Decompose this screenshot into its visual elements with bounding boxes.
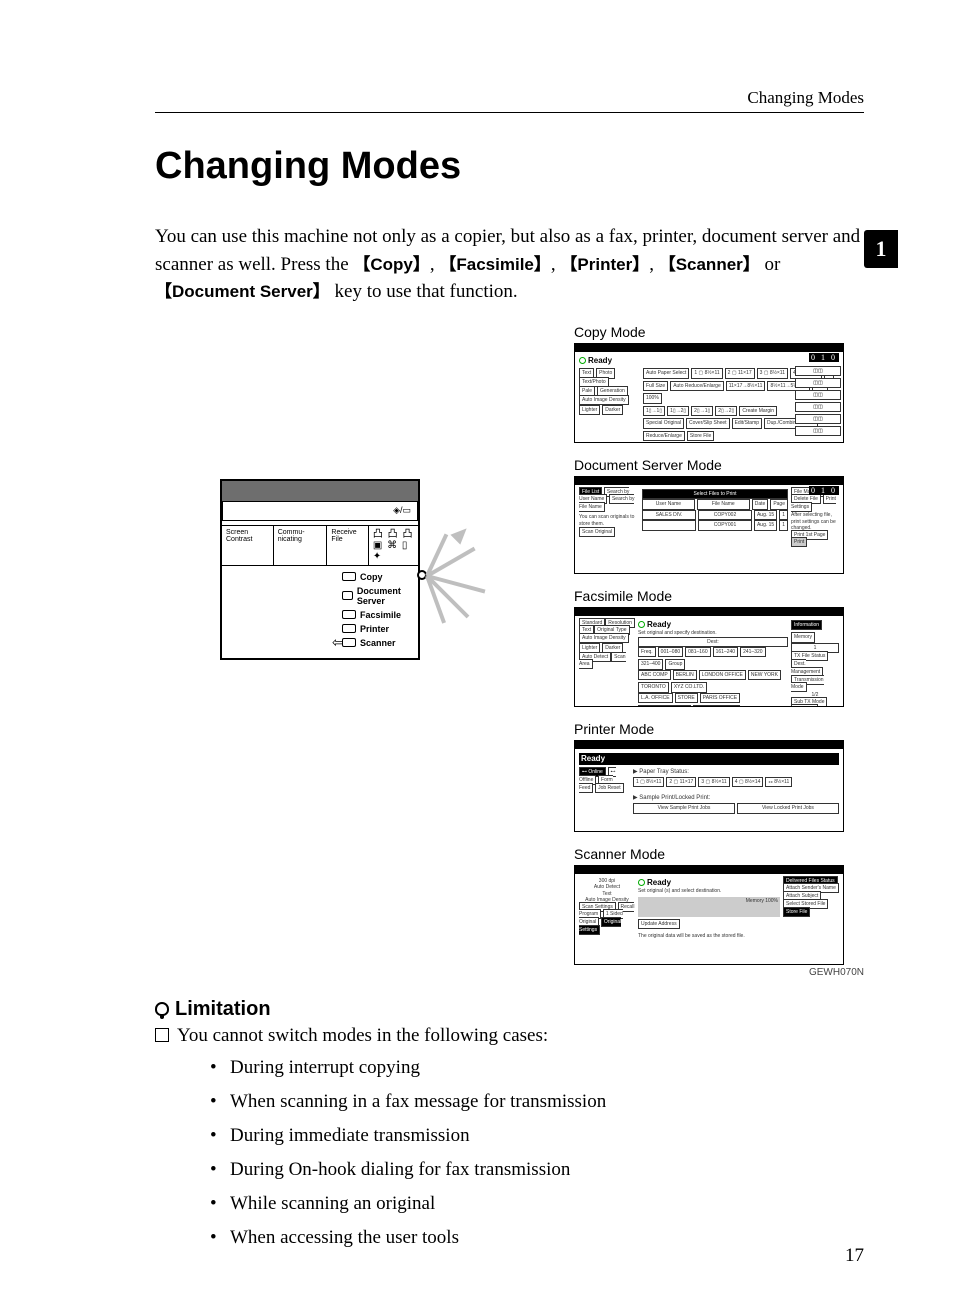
scanner-ready-label: Ready — [638, 878, 780, 888]
limitation-case-list: During interrupt copying When scanning i… — [210, 1057, 864, 1249]
checkbox-icon — [155, 1028, 169, 1042]
chapter-tab: 1 — [864, 230, 898, 268]
fax-ready-label: Ready — [638, 620, 788, 630]
scanner-mode-screenshot: 300 dpiAuto Detect TextAuto Image Densit… — [574, 865, 844, 965]
fax-mode-block: Facsimile Mode StandardResolution TextOr… — [574, 588, 864, 707]
copy-mode-block: Copy Mode 0 1 0 ◫◫◫◫ ◫◫◫◫ ◫◫◫◫ Ready Tex… — [574, 324, 864, 443]
limitation-case: During On-hook dialing for fax transmiss… — [210, 1159, 864, 1181]
fax-dest-field: Dest: — [638, 637, 788, 647]
key-printer: Printer — [560, 255, 649, 274]
panel-communicating-label: Commu- nicating — [274, 526, 328, 565]
header-rule — [155, 112, 864, 113]
modes-figure: ◈/▭ Screen Contrast Commu- nicating Rece… — [155, 324, 864, 984]
intro-text-or: or — [765, 254, 781, 275]
printer-tray-status-label: ▶ Paper Tray Status: — [633, 769, 839, 777]
page-number: 17 — [845, 1245, 864, 1267]
key-document-server: Document Server — [155, 282, 330, 301]
limitation-case: During immediate transmission — [210, 1125, 864, 1147]
printer-mode-block: Printer Mode Ready ⊷ Online ⊷ Offline Fo… — [574, 721, 864, 832]
copy-counter: 0 1 0 — [809, 353, 839, 362]
copy-mode-title: Copy Mode — [574, 324, 864, 340]
copy-mode-screenshot: 0 1 0 ◫◫◫◫ ◫◫◫◫ ◫◫◫◫ Ready TextPhoto Tex… — [574, 343, 844, 443]
scanner-mode-title: Scanner Mode — [574, 846, 864, 862]
panel-key-printer[interactable]: Printer — [342, 624, 412, 634]
panel-lcd-strip: ◈/▭ — [222, 501, 418, 521]
limitation-lead: You cannot switch modes in the following… — [155, 1025, 864, 1047]
printer-mode-screenshot: Ready ⊷ Online ⊷ Offline Form Feed Job R… — [574, 740, 844, 832]
fax-mode-title: Facsimile Mode — [574, 588, 864, 604]
limitation-case: When scanning in a fax message for trans… — [210, 1091, 864, 1113]
printer-ready-banner: Ready — [579, 753, 839, 765]
panel-top-strip — [222, 481, 418, 501]
docserv-mode-title: Document Server Mode — [574, 457, 864, 473]
panel-receive-file-label: Receive File — [327, 526, 369, 565]
bulb-icon — [155, 1002, 169, 1016]
panel-left-arrow-icon: ⇦ — [332, 635, 344, 652]
control-panel: ◈/▭ Screen Contrast Commu- nicating Rece… — [220, 479, 420, 660]
docserv-mode-block: Document Server Mode 0 1 0 File List Sea… — [574, 457, 864, 574]
key-scanner: Scanner — [659, 255, 760, 274]
scanner-mode-block: Scanner Mode 300 dpiAuto Detect TextAuto… — [574, 846, 864, 978]
panel-mid-row: Screen Contrast Commu- nicating Receive … — [222, 525, 418, 566]
limitation-heading: Limitation — [155, 998, 864, 1021]
panel-lcd-symbols: ◈/▭ — [393, 505, 411, 516]
mode-screens-column: Copy Mode 0 1 0 ◫◫◫◫ ◫◫◫◫ ◫◫◫◫ Ready Tex… — [574, 324, 864, 992]
copy-side-icons: ◫◫◫◫ ◫◫◫◫ ◫◫◫◫ — [795, 366, 841, 438]
docserv-counter: 0 1 0 — [809, 486, 839, 495]
running-header: Changing Modes — [747, 88, 864, 108]
copy-ready-label: Ready — [579, 356, 839, 366]
printer-mode-title: Printer Mode — [574, 721, 864, 737]
panel-key-scanner[interactable]: Scanner — [342, 638, 412, 648]
arrow-head-icon — [450, 523, 471, 544]
panel-function-keys: Copy Document Server Facsimile Printer S… — [222, 566, 418, 658]
limitation-case: While scanning an original — [210, 1193, 864, 1215]
fax-mode-screenshot: StandardResolution TextOriginal Type Aut… — [574, 607, 844, 707]
panel-key-facsimile[interactable]: Facsimile — [342, 610, 412, 620]
panel-screen-contrast-label: Screen Contrast — [222, 526, 274, 565]
panel-key-copy[interactable]: Copy — [342, 572, 412, 582]
panel-key-document-server[interactable]: Document Server — [342, 586, 412, 606]
key-facsimile: Facsimile — [439, 255, 551, 274]
panel-icons: 凸 凸 凸 ▣ ⌘ ▯ ✦ — [369, 526, 418, 565]
limitation-case: When accessing the user tools — [210, 1227, 864, 1249]
intro-text-post: key to use that function. — [335, 281, 518, 302]
intro-paragraph: You can use this machine not only as a c… — [155, 223, 864, 306]
page-title: Changing Modes — [155, 145, 864, 188]
printer-locked-print-label: ▶ Sample Print/Locked Print: — [633, 795, 839, 803]
key-copy: Copy — [353, 255, 430, 274]
figure-ref-number: GEWH070N — [574, 967, 864, 978]
docserv-mode-screenshot: 0 1 0 File List Search by User Name Sear… — [574, 476, 844, 574]
limitation-case: During interrupt copying — [210, 1057, 864, 1079]
